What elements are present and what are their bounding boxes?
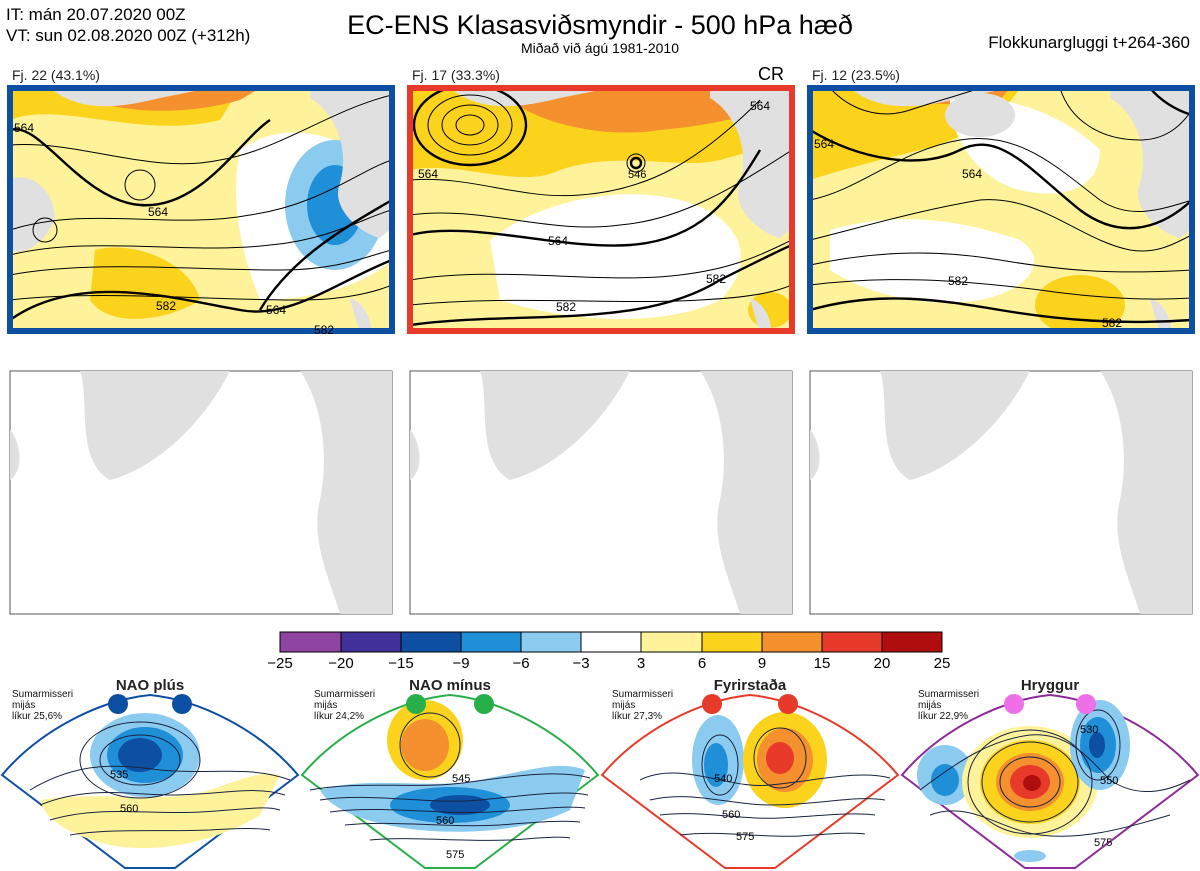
regime-4-title: Hryggur	[1020, 677, 1080, 694]
cluster-3-label: Fj. 12 (23.5%)	[812, 67, 900, 83]
regime-map-blocking: 540 560 575	[600, 693, 900, 869]
cluster-3-contour-label-2: 564	[962, 167, 982, 181]
regime-1-note: Sumarmisseri mijás líkur 25,6%	[12, 689, 74, 722]
colorbar	[279, 631, 943, 653]
valid-time: VT: sun 02.08.2020 00Z (+312h)	[6, 26, 251, 45]
blank-map-2	[409, 370, 793, 615]
cluster-3-contour-label-1: 564	[814, 137, 834, 151]
blank-map-1	[9, 370, 393, 615]
colorbar-swatch	[822, 632, 882, 652]
init-time: IT: mán 20.07.2020 00Z	[6, 5, 186, 24]
cluster-2-contour-label-5: 582	[706, 272, 726, 286]
cluster-1-contour-label-3: 582	[156, 299, 176, 313]
colorbar-tick: −9	[452, 655, 470, 672]
colorbar-swatch	[401, 632, 461, 652]
cluster-1-frame	[7, 85, 395, 334]
colorbar-swatch	[521, 632, 581, 652]
cluster-1-contour-label-2: 564	[148, 205, 168, 219]
page-subtitle: Miðað við ágú 1981-2010	[520, 40, 679, 56]
cluster-1-contour-label-4: 582	[314, 323, 334, 337]
colorbar-tick: 25	[933, 655, 951, 672]
cluster-2-label: Fj. 17 (33.3%)	[412, 67, 500, 83]
colorbar-tick: −6	[512, 655, 530, 672]
regime-map-nao-plus: 535 560	[0, 693, 300, 869]
regime-dot	[406, 694, 426, 714]
regime-4-contour-label-2: 550	[1100, 775, 1118, 787]
cluster-2-frame	[407, 85, 795, 334]
colorbar-tick: −3	[572, 655, 590, 672]
colorbar-swatch	[341, 632, 401, 652]
regime-3-contour-label-2: 560	[722, 809, 740, 821]
colorbar-tick: 20	[873, 655, 891, 672]
colorbar-tick: −20	[328, 655, 354, 672]
colorbar-tick: −15	[388, 655, 414, 672]
regime-dot	[778, 694, 798, 714]
regime-4-contour-label-3: 575	[1094, 837, 1112, 849]
colorbar-swatch	[461, 632, 521, 652]
regime-map-ridge: 530 550 575	[900, 693, 1200, 869]
colorbar-tick: 6	[697, 655, 707, 672]
cluster-1-contour-label-5: 564	[266, 303, 286, 317]
cluster-2-contour-label-3: 564	[750, 99, 770, 113]
cluster-2-contour-label-1: 564	[418, 167, 438, 181]
window-label: Flokkunargluggi t+264-360	[988, 33, 1190, 52]
colorbar-tick: −25	[267, 655, 293, 672]
regime-map-nao-minus: 545 560 575	[300, 693, 600, 869]
header-times: IT: mán 20.07.2020 00Z VT: sun 02.08.202…	[6, 4, 250, 46]
regime-1-contour-label-1: 535	[110, 769, 128, 781]
cluster-2-contour-label-4: 582	[556, 300, 576, 314]
cluster-1-contour-label-1: 564	[14, 121, 34, 135]
regime-3-title: Fyrirstaða	[713, 677, 787, 694]
colorbar-swatch	[280, 632, 341, 652]
regime-3-contour-label-3: 575	[736, 831, 754, 843]
regime-3-note: Sumarmisseri mijás líkur 27,3%	[612, 689, 674, 722]
regime-1-contour-label-2: 560	[120, 803, 138, 815]
regime-1-title: NAO plús	[115, 677, 185, 694]
regime-2-contour-label-3: 575	[446, 849, 464, 861]
regime-4-note: Sumarmisseri mijás líkur 22,9%	[918, 689, 980, 722]
regime-2-contour-label-2: 560	[436, 815, 454, 827]
cluster-map-3	[810, 88, 1192, 331]
cluster-3-contour-label-3: 582	[948, 274, 968, 288]
blank-map-3	[809, 370, 1193, 615]
regime-dot	[474, 694, 494, 714]
colorbar-swatch	[641, 632, 702, 652]
cluster-3-frame	[807, 85, 1195, 334]
regime-dot	[172, 694, 192, 714]
cluster-2-cr-tag: CR	[758, 64, 784, 84]
regime-dot	[1076, 694, 1096, 714]
regime-dot	[108, 694, 128, 714]
cluster-2-contour-label-2: 564	[548, 234, 568, 248]
cluster-1-label: Fj. 22 (43.1%)	[12, 67, 100, 83]
regime-dot	[1004, 694, 1024, 714]
regime-3-contour-label-1: 540	[714, 773, 732, 785]
colorbar-tick: 9	[757, 655, 767, 672]
cluster-map-1	[10, 88, 392, 331]
regime-dot	[702, 694, 722, 714]
colorbar-swatch	[702, 632, 762, 652]
cluster-2-contour-label-6: 546	[628, 169, 646, 181]
regime-4-contour-label-1: 530	[1080, 724, 1098, 736]
page-title: EC-ENS Klasasviðsmyndir - 500 hPa hæð	[347, 10, 853, 40]
colorbar-swatch	[762, 632, 822, 652]
colorbar-swatch	[882, 632, 942, 652]
cluster-map-2	[410, 88, 792, 331]
colorbar-tick: 3	[636, 655, 646, 672]
colorbar-swatch	[581, 632, 641, 652]
regime-2-note: Sumarmisseri mijás líkur 24,2%	[314, 689, 376, 722]
cluster-3-contour-label-4: 582	[1102, 316, 1122, 330]
regime-2-title: NAO mínus	[409, 677, 491, 694]
colorbar-tick: 15	[813, 655, 831, 672]
regime-2-contour-label-1: 545	[452, 773, 470, 785]
